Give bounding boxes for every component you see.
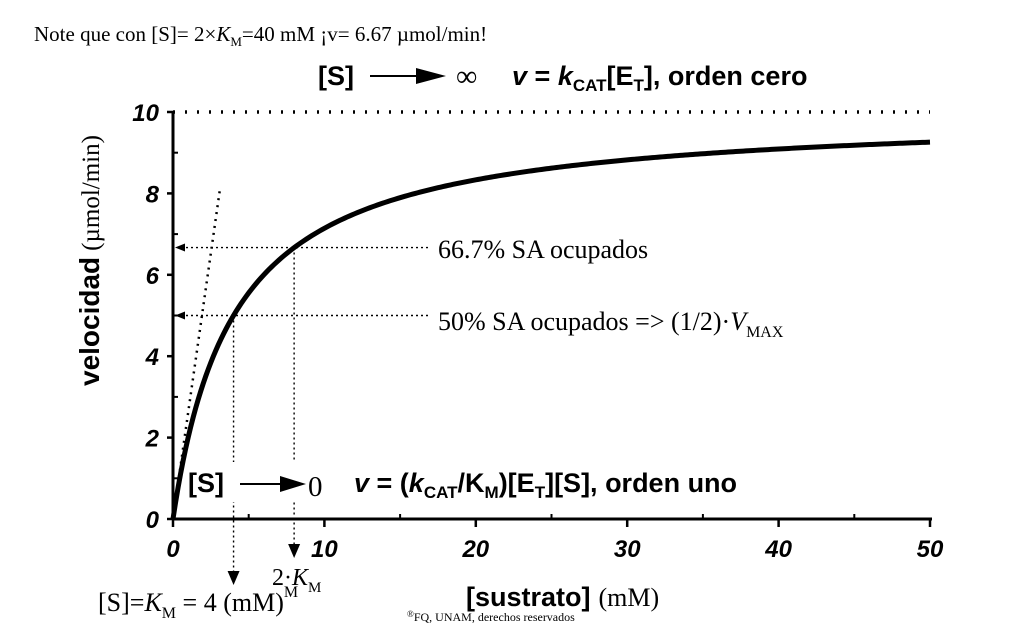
x-tick-label: 10 bbox=[311, 536, 338, 563]
first-order-annotation: [S] 0 v = (kCAT/KM)[ET][S], orden uno bbox=[186, 462, 866, 503]
zero-order-annotation: [S] ∞ v = kCAT[ET], orden cero bbox=[318, 60, 807, 95]
ref-label-50: 50% SA ocupados => (1/2)·VMAX bbox=[438, 307, 784, 341]
infinity-symbol: ∞ bbox=[456, 60, 477, 93]
y-tick-label: 8 bbox=[146, 181, 160, 208]
zero-symbol: 0 bbox=[308, 471, 323, 503]
x-tick-label: 50 bbox=[917, 536, 944, 563]
top-arrow-head bbox=[416, 68, 446, 84]
y-tick-label: 4 bbox=[145, 344, 159, 371]
x-axis-title: [sustrato] (mM) bbox=[466, 582, 659, 612]
km-label: [S]=KM = 4 (mM)M bbox=[98, 584, 298, 622]
reference-vertical-arrowhead bbox=[227, 571, 240, 585]
two-km-label: 2·KM bbox=[272, 565, 321, 596]
x-tick-label: 30 bbox=[614, 536, 641, 563]
bottom-s-label: [S] bbox=[188, 468, 224, 498]
y-tick-label: 0 bbox=[146, 507, 160, 534]
y-axis-title: velocidad(µmol/min) bbox=[74, 135, 105, 386]
reference-horizontal-arrowhead bbox=[175, 243, 185, 252]
y-tick-label: 6 bbox=[146, 263, 160, 290]
reference-vertical-arrowhead bbox=[288, 544, 301, 558]
y-tick-label: 2 bbox=[145, 426, 160, 453]
top-s-label: [S] bbox=[318, 61, 354, 91]
reference-horizontal-arrowhead bbox=[175, 311, 185, 320]
velocity-curve bbox=[170, 139, 931, 520]
note-text: Note que con [S]= 2×KM=40 mM ¡v= 6.67 µm… bbox=[34, 22, 487, 49]
first-order-equation: v = (kCAT/KM)[ET][S], orden uno bbox=[354, 468, 737, 502]
x-tick-label: 0 bbox=[166, 536, 180, 563]
copyright-text: ®FQ, UNAM, derechos reservados bbox=[407, 609, 575, 624]
x-tick-label: 20 bbox=[461, 536, 489, 563]
plot-area: 0 10 20 30 40 50 0 2 4 6 8 10 bbox=[132, 100, 944, 585]
bottom-arrow-head bbox=[280, 476, 306, 492]
ref-label-66: 66.7% SA ocupados bbox=[438, 235, 648, 264]
x-tick-label: 40 bbox=[764, 536, 792, 563]
zero-order-equation: v = kCAT[ET], orden cero bbox=[512, 61, 807, 95]
y-tick-label: 10 bbox=[132, 100, 159, 127]
